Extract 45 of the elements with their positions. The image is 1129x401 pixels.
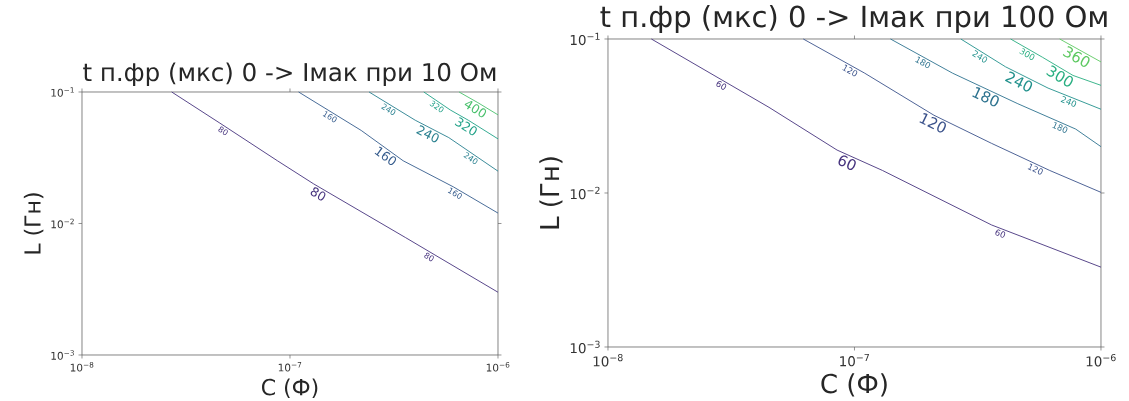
text: 160 (374, 146, 397, 166)
text: 120 (1027, 163, 1043, 175)
text: 360 (1062, 46, 1090, 67)
text: 320 (429, 100, 444, 113)
text: 180 (915, 56, 931, 69)
y-axis-title: L (Гн) (539, 157, 563, 229)
text: 300 (1046, 65, 1073, 87)
x-tick-label: 10$^{−7}$ (278, 362, 302, 372)
y-tick-label: 10$^{−2}$ (51, 218, 74, 229)
y-tick-label: 10$^{−2}$ (570, 186, 600, 200)
text: 120 (919, 112, 946, 133)
text: 240 (381, 103, 396, 115)
text: 60 (995, 229, 1006, 238)
chart-title: t п.фр (мкс) 0 -> Імак при 10 Ом (83, 62, 496, 87)
text: 160 (447, 187, 462, 199)
text: 240 (1060, 96, 1077, 107)
text: 180 (972, 87, 999, 107)
text: 240 (463, 152, 478, 165)
x-axis-title: C (Ф) (262, 378, 318, 399)
text: 80 (218, 126, 228, 136)
chart-title: t п.фр (мкс) 0 -> Імак при 100 Ом (600, 5, 1107, 34)
text: 240 (1004, 71, 1033, 92)
x-tick-label: 10$^{−6}$ (486, 362, 510, 372)
text: 400 (464, 100, 487, 118)
x-axis-title: C (Ф) (821, 373, 887, 397)
x-tick-label: 10$^{−8}$ (70, 362, 94, 372)
text: 320 (454, 117, 477, 136)
y-tick-label: 10$^{−1}$ (570, 32, 600, 46)
x-tick-label: 10$^{−6}$ (1086, 354, 1116, 367)
text: 180 (1052, 122, 1068, 133)
y-axis-title: L (Гн) (23, 193, 44, 254)
text: 80 (310, 187, 326, 201)
text: 60 (838, 155, 856, 171)
text: 160 (322, 110, 337, 123)
text: 240 (971, 50, 988, 63)
text: 80 (424, 252, 434, 262)
text: 60 (716, 80, 727, 90)
text: 300 (1019, 47, 1035, 60)
y-tick-label: 10$^{−3}$ (570, 340, 600, 354)
y-tick-label: 10$^{−3}$ (51, 350, 74, 360)
text: 240 (416, 125, 439, 143)
y-tick-label: 10$^{−1}$ (51, 87, 74, 97)
x-tick-label: 10$^{−8}$ (593, 354, 623, 367)
text: 120 (842, 64, 858, 77)
x-tick-label: 10$^{−7}$ (840, 354, 869, 367)
